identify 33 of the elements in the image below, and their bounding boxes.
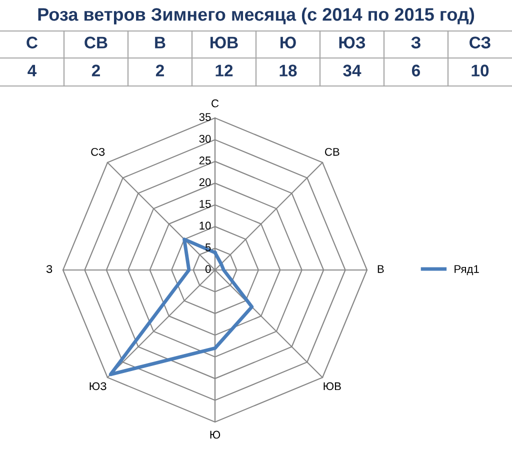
y-tick-label: 25 [199, 156, 211, 164]
text: 10 [472, 64, 489, 76]
y-tick-label: 15 [200, 200, 211, 208]
y-tick-label: 10 [200, 222, 211, 230]
category-label: С [26, 36, 38, 48]
y-tick-label: 30 [199, 134, 211, 143]
spoke-label: С [212, 99, 219, 108]
category-label: ЮВ [210, 36, 238, 48]
spoke-label: З [46, 265, 52, 273]
spoke-label: СВ [325, 148, 340, 156]
text: 6 [412, 64, 420, 76]
category-label: ЮЗ [339, 36, 366, 48]
category-label: СВ [84, 36, 108, 48]
category-label: Ю [280, 36, 296, 48]
category-label: СЗ [470, 36, 490, 48]
text: 34 [343, 64, 362, 76]
text: 2 [92, 64, 100, 76]
spoke-label: ЮЗ [90, 382, 106, 390]
text: 2 [156, 64, 164, 76]
text: 18 [280, 64, 297, 76]
y-tick-label: 20 [199, 178, 211, 186]
y-tick-label: 0 [205, 265, 211, 273]
spoke-label: Ю [210, 430, 220, 439]
category-label: В [155, 36, 166, 48]
spoke-label: ЮВ [324, 382, 341, 390]
text: Роза ветров Зимнего месяца (с 2014 по 2015 год) [38, 8, 474, 24]
y-tick-label: 35 [199, 113, 211, 121]
spoke-label: СЗ [91, 148, 105, 156]
legend-label: Ряд1 [454, 265, 479, 276]
spoke-label: В [378, 265, 384, 273]
text: 12 [216, 64, 233, 76]
category-label: З [411, 36, 420, 48]
text: 4 [28, 64, 37, 76]
